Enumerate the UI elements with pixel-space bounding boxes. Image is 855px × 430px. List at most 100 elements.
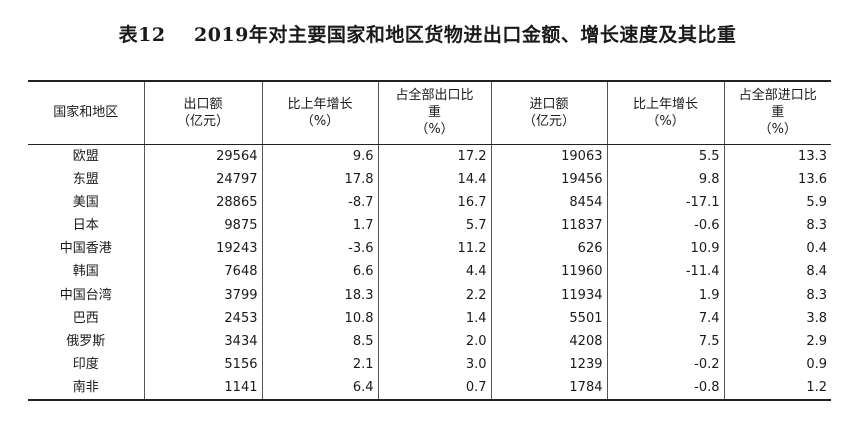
cell-export-growth: 8.5 — [261, 329, 378, 353]
cell-import-growth: -0.2 — [606, 353, 724, 377]
header-row: 国家和地区 出口额 （亿元） 比上年增长 （%） 占全部出口比 重 （%） 进口… — [28, 80, 831, 145]
header-export-growth: 比上年增长 （%） — [261, 80, 378, 145]
table-row: 日本 9875 1.7 5.7 11837 -0.6 8.3 — [28, 213, 831, 238]
cell-export-amount: 9875 — [143, 213, 262, 238]
header-import-share: 占全部进口比 重 （%） — [723, 80, 831, 145]
header-import-share-line2: 重 — [771, 105, 785, 121]
header-export-growth-line2: （%） — [300, 113, 340, 129]
table-row: 俄罗斯 3434 8.5 2.0 4208 7.5 2.9 — [28, 329, 831, 353]
cell-region: 巴西 — [72, 310, 99, 326]
cell-import-amount: 4208 — [490, 329, 607, 353]
cell-import-growth: 1.9 — [606, 283, 724, 307]
cell-export-growth: 18.3 — [261, 283, 378, 307]
table-row: 南非 1141 6.4 0.7 1784 -0.8 1.2 — [28, 376, 831, 402]
cell-import-amount: 19456 — [490, 167, 607, 191]
header-import-amount-line2: （亿元） — [522, 113, 575, 129]
cell-region: 中国香港 — [59, 241, 112, 257]
cell-region: 南非 — [28, 376, 144, 402]
cell-export-growth: -3.6 — [261, 237, 378, 261]
table-row: 巴西 2453 10.8 1.4 5501 7.4 3.8 — [28, 306, 831, 330]
cell-export-amount: 29564 — [143, 144, 262, 168]
cell-export-growth: 2.1 — [261, 353, 378, 377]
header-import-amount: 进口额 （亿元） — [490, 80, 607, 145]
cell-import-growth: -0.8 — [606, 376, 724, 402]
cell-import-amount: 626 — [490, 237, 607, 261]
header-export-share-line2: 重 — [427, 105, 441, 121]
cell-import-amount: 11934 — [490, 283, 607, 307]
header-export-growth-line1: 比上年增长 — [287, 96, 353, 112]
cell-export-growth: 1.7 — [261, 213, 378, 238]
header-import-growth-line1: 比上年增长 — [632, 96, 698, 112]
cell-import-growth: -17.1 — [606, 190, 724, 214]
cell-export-amount: 3799 — [143, 283, 262, 307]
header-export-share-line3: （%） — [415, 122, 454, 138]
cell-export-amount: 5156 — [143, 353, 262, 377]
cell-import-share: 3.8 — [723, 306, 831, 330]
cell-import-amount: 11837 — [490, 213, 607, 238]
header-region-line1: 国家和地区 — [53, 105, 119, 121]
cell-import-growth: 5.5 — [606, 144, 724, 168]
cell-export-growth: 10.8 — [261, 306, 378, 330]
cell-export-growth: 6.6 — [261, 260, 378, 284]
cell-import-share: 8.3 — [723, 283, 831, 307]
cell-region: 印度 — [72, 357, 99, 373]
trade-table: 国家和地区 出口额 （亿元） 比上年增长 （%） 占全部出口比 重 （%） 进口… — [28, 80, 831, 402]
cell-export-amount: 2453 — [143, 306, 262, 330]
header-export-amount-line1: 出口额 — [183, 96, 223, 112]
cell-export-amount: 19243 — [143, 237, 262, 261]
cell-export-growth: 17.8 — [261, 167, 378, 191]
cell-import-share: 8.3 — [723, 213, 831, 238]
cell-region: 欧盟 — [72, 148, 99, 164]
cell-export-share: 4.4 — [377, 260, 491, 284]
cell-import-growth: 9.8 — [606, 167, 724, 191]
cell-export-amount: 28865 — [143, 190, 262, 214]
cell-export-share: 1.4 — [377, 306, 491, 330]
cell-region: 俄罗斯 — [66, 333, 106, 349]
header-export-amount-line2: （亿元） — [176, 113, 229, 129]
header-export-amount: 出口额 （亿元） — [143, 80, 262, 145]
table-row: 印度 5156 2.1 3.0 1239 -0.2 0.9 — [28, 353, 831, 377]
table-row: 美国 28865 -8.7 16.7 8454 -17.1 5.9 — [28, 190, 831, 214]
header-import-growth-line2: （%） — [646, 113, 685, 129]
table-body: 欧盟 29564 9.6 17.2 19063 5.5 13.3 东盟 24797 17.8 14.… — [28, 144, 831, 402]
cell-import-share: 0.4 — [723, 237, 831, 261]
cell-export-share: 11.2 — [377, 237, 491, 261]
cell-export-amount: 3434 — [143, 329, 262, 353]
header-export-share: 占全部出口比 重 （%） — [377, 80, 491, 145]
cell-import-share: 0.9 — [723, 353, 831, 377]
cell-import-growth: 10.9 — [606, 237, 724, 261]
cell-export-share: 14.4 — [377, 167, 491, 191]
cell-export-share: 17.2 — [377, 144, 491, 168]
cell-region: 中国台湾 — [59, 287, 112, 303]
cell-export-growth: -8.7 — [261, 190, 378, 214]
cell-export-amount: 24797 — [143, 167, 262, 191]
cell-import-share: 13.3 — [723, 144, 831, 168]
cell-import-amount: 5501 — [490, 306, 607, 330]
table-row: 欧盟 29564 9.6 17.2 19063 5.5 13.3 — [28, 144, 831, 168]
table-row: 中国香港 19243 -3.6 11.2 626 10.9 0.4 — [28, 237, 831, 261]
cell-export-amount: 1141 — [143, 376, 262, 402]
cell-export-growth: 9.6 — [261, 144, 378, 168]
cell-import-share: 13.6 — [723, 167, 831, 191]
table-title: 表12 2019年对主要国家和地区货物进出口金额、增长速度及其比重 — [118, 24, 737, 46]
cell-import-share: 1.2 — [723, 376, 831, 402]
cell-export-share: 2.0 — [377, 329, 491, 353]
cell-import-share: 2.9 — [723, 329, 831, 353]
table-row: 韩国 7648 6.6 4.4 11960 -11.4 8.4 — [28, 260, 831, 284]
cell-region: 韩国 — [72, 264, 99, 280]
cell-region: 日本 — [72, 217, 99, 233]
cell-import-amount: 8454 — [490, 190, 607, 214]
cell-region: 东盟 — [72, 171, 99, 187]
header-region: 国家和地区 — [28, 80, 144, 145]
header-import-share-line1: 占全部进口比 — [738, 88, 817, 104]
table-header: 国家和地区 出口额 （亿元） 比上年增长 （%） 占全部出口比 重 （%） 进口… — [28, 80, 831, 145]
cell-import-amount: 1784 — [490, 376, 607, 402]
cell-export-growth: 6.4 — [261, 376, 378, 402]
cell-export-share: 0.7 — [377, 376, 491, 402]
cell-import-growth: 7.4 — [606, 306, 724, 330]
cell-import-amount: 19063 — [490, 144, 607, 168]
cell-export-amount: 7648 — [143, 260, 262, 284]
cell-import-share: 5.9 — [723, 190, 831, 214]
header-import-amount-line1: 进口额 — [529, 96, 569, 112]
header-import-share-line3: （%） — [758, 122, 797, 138]
